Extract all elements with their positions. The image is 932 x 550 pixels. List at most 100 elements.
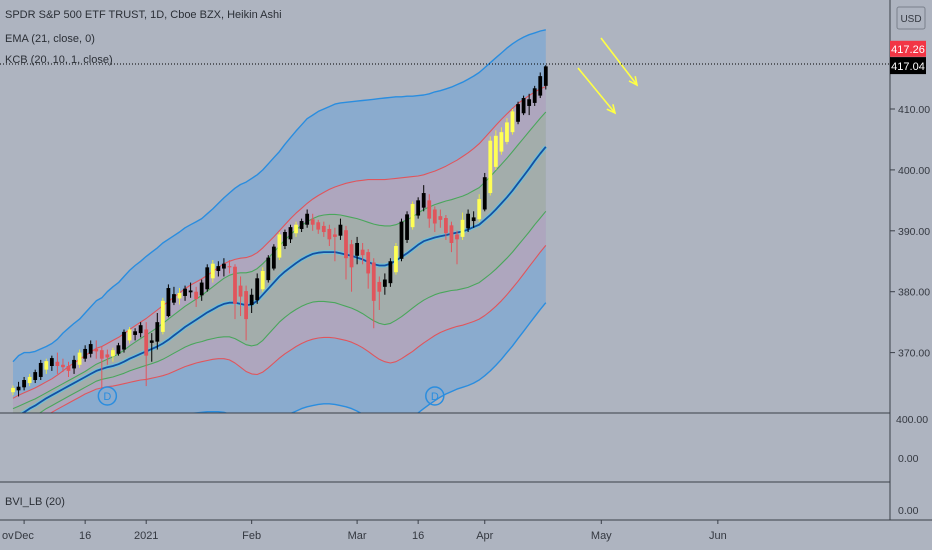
candle[interactable] [543, 65, 548, 90]
candle[interactable] [399, 218, 404, 262]
candle[interactable] [61, 358, 65, 373]
candle[interactable] [444, 214, 448, 240]
candle[interactable] [338, 218, 343, 240]
candle[interactable] [255, 273, 260, 304]
candle[interactable] [33, 369, 38, 384]
candle[interactable] [432, 206, 437, 233]
candle[interactable] [288, 224, 293, 243]
arrow-annotation-2[interactable] [600, 37, 639, 87]
candle[interactable] [316, 219, 321, 234]
candle[interactable] [188, 282, 193, 298]
candle[interactable] [327, 224, 332, 247]
candle[interactable] [122, 329, 126, 353]
candle[interactable] [244, 285, 248, 341]
candle[interactable] [493, 130, 498, 170]
candle[interactable] [88, 340, 93, 358]
candle[interactable] [382, 273, 387, 295]
currency-box[interactable] [896, 6, 926, 30]
arrow-annotation-1[interactable] [577, 67, 617, 115]
candle[interactable] [111, 347, 115, 362]
candle[interactable] [366, 249, 371, 289]
dividend-marker[interactable] [97, 386, 118, 406]
candle[interactable] [133, 328, 137, 341]
candle[interactable] [305, 209, 310, 228]
candle[interactable] [532, 85, 537, 106]
candle[interactable] [377, 276, 382, 310]
candle[interactable] [116, 342, 121, 356]
candle[interactable] [449, 221, 454, 253]
candle[interactable] [277, 232, 282, 261]
candle[interactable] [421, 185, 426, 212]
candle[interactable] [427, 194, 432, 228]
candle[interactable] [482, 172, 487, 212]
candle[interactable] [72, 355, 76, 374]
candle[interactable] [405, 211, 409, 243]
price-axis[interactable]: 410.00 400.00 390.00 380.00 370.00 [890, 104, 930, 360]
candle[interactable] [38, 359, 43, 381]
candle[interactable] [310, 213, 315, 231]
candle[interactable] [249, 288, 254, 314]
candle[interactable] [321, 221, 326, 237]
candle[interactable] [166, 284, 171, 318]
candle[interactable] [516, 101, 520, 125]
candle[interactable] [355, 236, 359, 265]
candle[interactable] [460, 212, 465, 240]
candle[interactable] [416, 197, 421, 219]
candle[interactable] [172, 286, 176, 306]
candle[interactable] [283, 229, 287, 250]
candle[interactable] [149, 333, 154, 362]
candle[interactable] [55, 352, 60, 374]
kcb-outer-upper-line[interactable] [12, 29, 546, 363]
candle[interactable] [360, 242, 365, 265]
candle[interactable] [66, 361, 71, 377]
candle[interactable] [527, 93, 532, 116]
kcb-mid-upper-line[interactable] [12, 85, 547, 399]
legend-kcb[interactable]: KCB (20, 10, 1, close) [5, 54, 113, 66]
candle[interactable] [410, 201, 415, 230]
candle[interactable] [538, 72, 543, 99]
candle[interactable] [183, 285, 187, 301]
candle[interactable] [333, 227, 337, 262]
kcb-outer-lower-line[interactable] [13, 302, 547, 478]
candle[interactable] [388, 258, 393, 287]
candle[interactable] [394, 242, 398, 275]
candle[interactable] [271, 244, 276, 271]
candle[interactable] [499, 127, 504, 155]
candle[interactable] [222, 258, 226, 277]
candle[interactable] [205, 264, 210, 292]
candle[interactable] [233, 264, 237, 320]
candle[interactable] [505, 118, 509, 145]
candle[interactable] [105, 349, 110, 365]
candle[interactable] [27, 373, 32, 387]
candle[interactable] [371, 258, 376, 329]
candle[interactable] [227, 260, 232, 274]
candle[interactable] [155, 313, 160, 350]
candle[interactable] [44, 358, 49, 374]
time-axis[interactable]: ov Dec 16 2021 Feb Mar 16 Apr May Jun [2, 520, 727, 542]
candle[interactable] [216, 261, 221, 277]
candle[interactable] [438, 209, 443, 228]
legend-ema[interactable]: EMA (21, close, 0) [5, 33, 95, 45]
candle[interactable] [99, 346, 104, 390]
dividend-marker[interactable] [425, 386, 445, 406]
candle[interactable] [471, 211, 476, 228]
candle[interactable] [510, 109, 515, 135]
candle[interactable] [138, 322, 143, 338]
candle[interactable] [266, 255, 271, 283]
legend-symbol[interactable]: SPDR S&P 500 ETF TRUST, 1D, Cboe BZX, He… [5, 9, 282, 21]
candle[interactable] [160, 297, 165, 335]
candle[interactable] [455, 230, 459, 265]
candle[interactable] [16, 381, 21, 397]
candle[interactable] [22, 376, 26, 391]
candle[interactable] [199, 279, 204, 301]
candle[interactable] [488, 136, 493, 196]
candle[interactable] [210, 260, 215, 283]
candle[interactable] [238, 276, 243, 317]
candle[interactable] [344, 225, 348, 280]
candle[interactable] [83, 345, 88, 362]
candle[interactable] [349, 239, 354, 292]
candle[interactable] [294, 221, 298, 237]
candle[interactable] [144, 322, 149, 387]
candle[interactable] [260, 267, 265, 292]
